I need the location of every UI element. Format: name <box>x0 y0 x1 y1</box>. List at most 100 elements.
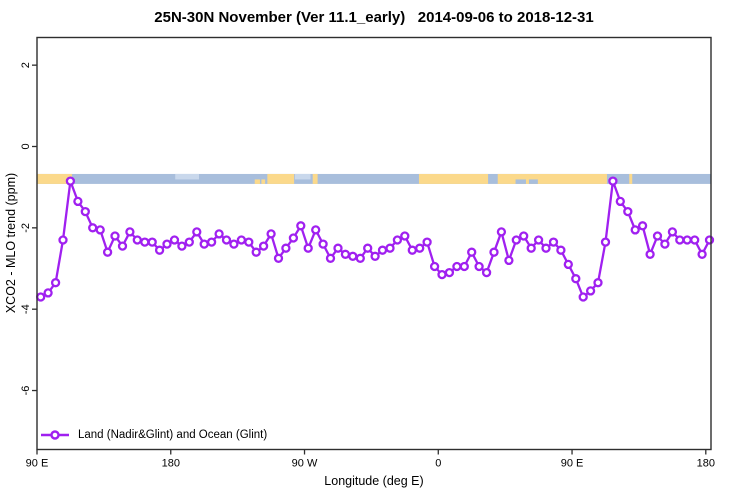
data-point <box>192 227 202 237</box>
legend: Land (Nadir&Glint) and Ocean (Glint) <box>40 428 267 442</box>
data-point <box>422 237 432 247</box>
map-band-ocean-speck <box>515 179 526 184</box>
data-point <box>496 227 507 237</box>
data-point <box>637 221 648 231</box>
data-point <box>199 239 209 249</box>
data-point <box>229 239 239 249</box>
data-point <box>608 176 618 186</box>
data-point <box>600 237 611 247</box>
data-point <box>533 235 544 245</box>
data-point <box>675 235 685 245</box>
map-band-land-segment <box>497 173 607 184</box>
data-point <box>511 235 521 245</box>
x-tick-label: 90 E <box>561 458 584 470</box>
data-point <box>593 278 603 288</box>
data-point <box>437 269 447 280</box>
data-point <box>154 245 165 255</box>
data-point <box>140 237 150 247</box>
data-point <box>682 235 692 245</box>
y-axis-title: XCO2 - MLO trend (ppm) <box>4 172 18 314</box>
data-point <box>392 235 403 245</box>
data-point <box>318 239 328 249</box>
y-tick-label: -6 <box>20 386 32 396</box>
plot-border <box>36 36 712 451</box>
data-point <box>563 259 573 270</box>
map-band-land-segment <box>37 173 72 184</box>
data-point <box>281 243 291 253</box>
y-tick-label: 2 <box>20 62 32 68</box>
data-point <box>407 245 417 255</box>
data-point <box>88 223 98 233</box>
x-tick-label: 90 W <box>292 458 318 470</box>
data-point <box>325 253 336 263</box>
data-point <box>623 206 633 217</box>
x-tick-label: 180 <box>162 458 180 470</box>
y-tick-label: -2 <box>20 223 32 233</box>
legend-line-marker-icon <box>41 430 69 440</box>
map-band-ocean-speck <box>528 179 538 184</box>
x-tick-label: 90 E <box>26 458 49 470</box>
data-point <box>467 247 477 257</box>
legend-label: Land (Nadir&Glint) and Ocean (Glint) <box>78 429 268 441</box>
data-point <box>474 261 484 272</box>
data-point <box>43 288 53 298</box>
data-point <box>690 235 700 245</box>
data-point <box>348 251 358 261</box>
data-point <box>415 243 425 253</box>
map-band-land-speck <box>254 179 260 184</box>
data-point <box>667 227 678 237</box>
data-point <box>102 247 113 257</box>
map-band-shallow-patch <box>294 173 311 180</box>
data-point <box>333 243 343 253</box>
data-point <box>429 261 440 272</box>
data-point <box>452 261 462 272</box>
map-band-land-segment <box>267 173 295 184</box>
data-point <box>459 261 469 272</box>
data-point <box>73 196 83 207</box>
data-point <box>571 274 581 284</box>
data-point <box>704 235 715 245</box>
data-point <box>652 231 663 241</box>
data-point <box>266 229 276 239</box>
data-point <box>548 237 559 247</box>
data-point <box>132 235 142 245</box>
data-point <box>206 237 217 247</box>
data-point <box>370 251 380 261</box>
data-point <box>615 196 625 207</box>
data-point <box>95 225 105 235</box>
x-axis-title: Longitude (deg E) <box>324 474 424 488</box>
data-point <box>489 247 499 257</box>
data-point <box>221 235 232 245</box>
chart-title: 25N-30N November (Ver 11.1_early) 2014-0… <box>154 9 594 26</box>
data-point <box>481 267 492 278</box>
data-point <box>177 241 187 251</box>
data-point <box>385 243 395 253</box>
data-point <box>303 243 313 253</box>
data-point <box>184 237 194 247</box>
data-point <box>50 278 61 288</box>
data-point <box>697 249 707 259</box>
map-band-land-speck <box>261 179 266 184</box>
data-point <box>162 239 172 249</box>
data-point <box>504 255 514 266</box>
data-point <box>645 249 655 259</box>
data-point <box>526 243 536 253</box>
data-point <box>58 235 68 245</box>
data-point <box>578 292 588 302</box>
data-point <box>355 253 365 263</box>
data-point <box>296 221 306 231</box>
map-band-ocean <box>37 173 711 184</box>
data-point <box>125 227 135 237</box>
data-point <box>244 237 254 247</box>
data-point <box>311 225 321 235</box>
map-band-land-segment <box>629 173 633 184</box>
data-point <box>340 249 351 259</box>
data-point <box>541 243 551 253</box>
data-point <box>80 206 90 217</box>
data-point <box>169 235 180 245</box>
data-point <box>273 253 284 263</box>
y-tick-label: 0 <box>20 143 32 149</box>
data-point <box>585 286 596 296</box>
